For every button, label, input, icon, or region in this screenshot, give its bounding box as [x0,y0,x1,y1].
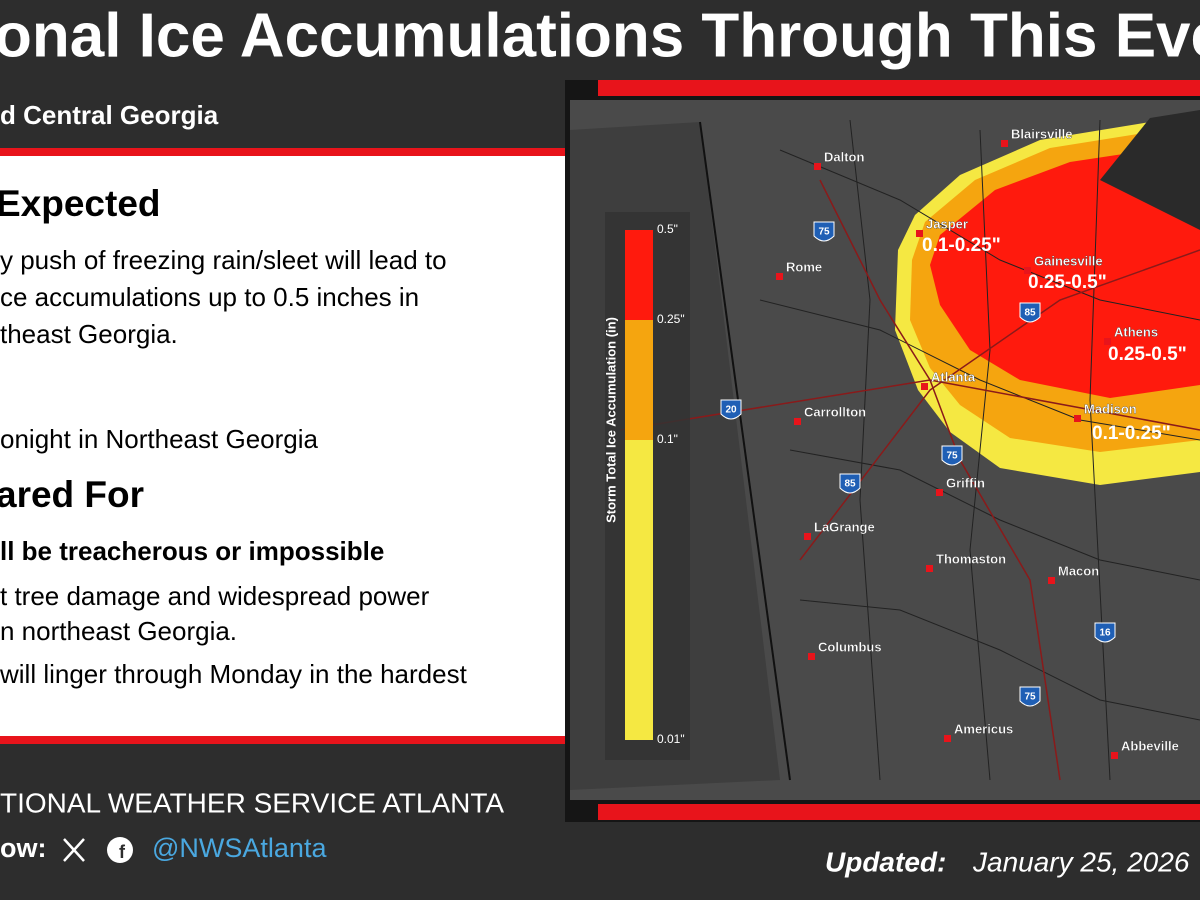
city-label: LaGrange [814,519,875,534]
office-name: TIONAL WEATHER SERVICE ATLANTA [0,787,504,818]
ice-zone-heavy [930,150,1200,398]
city-label: Blairsville [1011,126,1072,141]
interstate-number: 75 [1024,692,1036,703]
body-line: will linger through Monday in the hardes… [0,659,468,689]
interstate-number: 20 [725,405,737,416]
title: onal Ice Accumulations Through This Eve [0,1,1200,70]
city-marker [1048,577,1055,584]
interstate-shield [720,399,742,420]
body-line: ce accumulations up to 0.5 inches in [0,282,419,312]
mountain-zone [1100,110,1200,230]
legend-label: 0.5" [657,222,678,236]
legend-swatch [625,440,653,740]
amount-label: 0.1-0.25" [922,235,1001,256]
city-marker [1024,267,1031,274]
legend-label: 0.01" [657,732,685,746]
city-marker [808,653,815,660]
city-label: Thomaston [936,551,1006,566]
interstate-shield [1094,622,1116,643]
body-line-bold: ll be treacherous or impossible [0,536,384,566]
city-marker [921,383,928,390]
city-label: Jasper [926,216,968,231]
city-label: Abbeville [1121,738,1179,753]
interstate-number: 16 [1099,628,1111,639]
city-label: Madison [1084,401,1137,416]
city-label: Griffin [946,475,985,490]
legend-label: 0.1" [657,432,678,446]
city-label: Macon [1058,563,1099,578]
interstate-shield [941,445,963,466]
city-marker [804,533,811,540]
map-stripe [598,804,1200,820]
city-marker [814,163,821,170]
text-panel [0,156,568,736]
x-icon[interactable] [63,838,85,862]
city-label: Athens [1114,324,1158,339]
subtitle: d Central Georgia [0,100,219,130]
interstate-shield [839,473,861,494]
interstate-number: 75 [818,227,830,238]
interstate-shield [813,221,835,242]
body-line: onight in Northeast Georgia [0,424,319,454]
state-line [699,121,791,781]
updated-date: January 25, 2026 [972,846,1190,877]
facebook-icon[interactable]: f [107,837,133,863]
body-line: n northeast Georgia. [0,616,237,646]
city-label: Gainesville [1034,253,1103,268]
social-handle[interactable]: @NWSAtlanta [152,833,327,863]
city-marker [926,565,933,572]
interstate-shield [1019,302,1041,323]
follow-label: ow: [0,833,47,863]
panel-border [0,148,568,156]
city-label: Carrollton [804,404,866,419]
city-marker [1001,140,1008,147]
city-label: Dalton [824,149,865,164]
panel-border [0,736,568,744]
legend-swatch [625,320,653,440]
interstate-number: 75 [946,451,958,462]
city-marker [1074,415,1081,422]
city-label: Rome [786,259,822,274]
city-marker [776,273,783,280]
city-label: Columbus [818,639,882,654]
section-heading: ared For [0,474,144,515]
body-line: t tree damage and widespread power [0,581,430,611]
city-marker [936,489,943,496]
body-line: y push of freezing rain/sleet will lead … [0,245,447,275]
city-marker [1104,338,1111,345]
city-marker [944,735,951,742]
city-label: Atlanta [931,369,976,384]
map: Storm Total Ice Accumulation (in) 0.5" 0.… [565,80,1200,822]
amount-label: 0.25-0.5" [1028,272,1107,293]
interstate-shield [1019,686,1041,707]
amount-label: 0.1-0.25" [1092,423,1171,444]
interstate-number: 85 [844,479,856,490]
legend-swatch [625,230,653,320]
city-marker [1111,752,1118,759]
map-stripe [598,80,1200,96]
city-label: Americus [954,721,1013,736]
legend-title: Storm Total Ice Accumulation (in) [603,317,618,523]
amount-label: 0.25-0.5" [1108,344,1187,365]
city-marker [916,230,923,237]
section-heading: Expected [0,183,161,224]
city-marker [794,418,801,425]
legend-label: 0.25" [657,312,685,326]
svg-text:f: f [119,842,126,862]
county-lines [759,119,1200,781]
interstate-number: 85 [1024,308,1036,319]
updated-label: Updated: [825,846,946,877]
body-line: theast Georgia. [0,319,178,349]
